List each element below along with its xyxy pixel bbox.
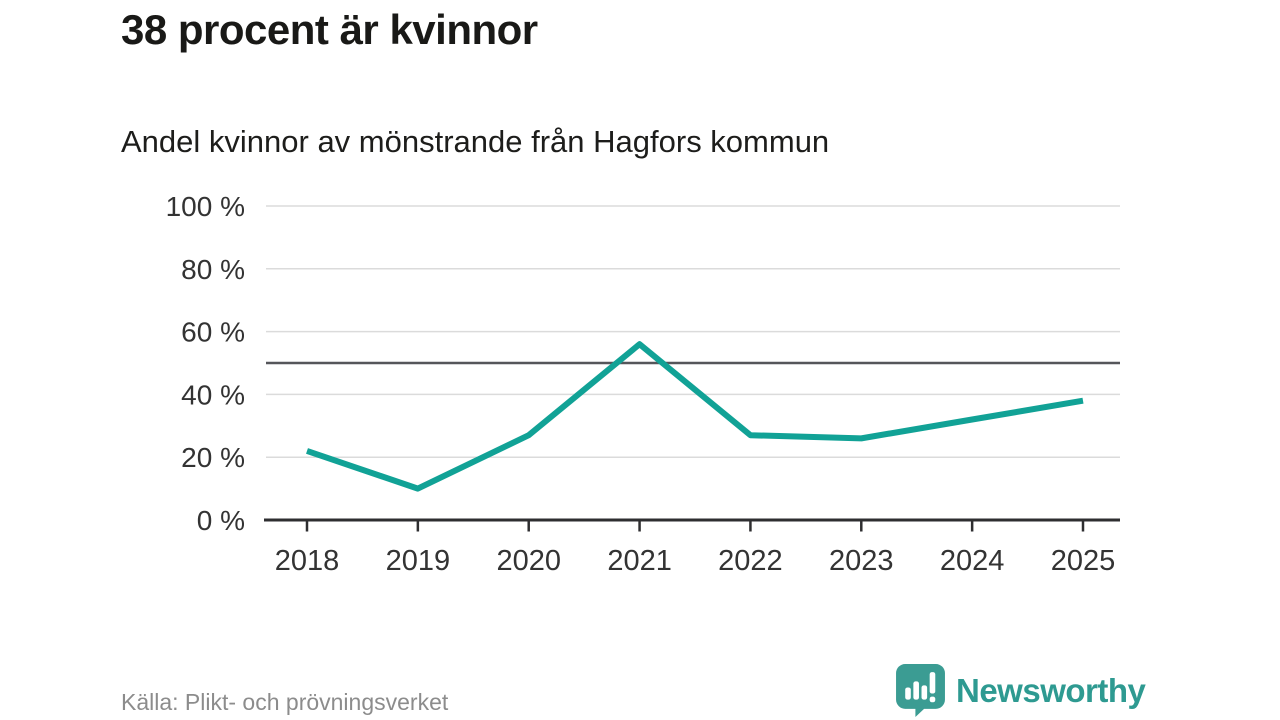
logo-bar-2 (913, 681, 919, 700)
logo-bar-3 (921, 685, 928, 700)
x-axis-tick-label: 2024 (940, 545, 1005, 577)
logo-bar-1 (905, 687, 911, 700)
x-axis-tick-label: 2020 (496, 545, 561, 577)
source-caption: Källa: Plikt- och prövningsverket (121, 689, 449, 715)
y-axis-tick-label: 40 % (181, 379, 245, 410)
x-axis-tick-label: 2023 (829, 545, 894, 577)
chart-title: 38 procent är kvinnor (121, 6, 538, 53)
y-axis-tick-label: 0 % (197, 505, 245, 536)
newsworthy-logo: Newsworthy (896, 664, 1146, 717)
y-axis-tick-label: 60 % (181, 317, 245, 348)
newsworthy-logo-icon (896, 664, 945, 717)
x-axis-tick-label: 2025 (1051, 545, 1116, 577)
y-axis-tick-label: 80 % (181, 254, 245, 285)
x-axis-tick-label: 2022 (718, 545, 783, 577)
x-axis-tick-label: 2018 (275, 545, 340, 577)
newsworthy-logo-text: Newsworthy (956, 671, 1146, 709)
logo-exclamation-dot (929, 696, 936, 703)
chart-subtitle: Andel kvinnor av mönstrande från Hagfors… (121, 124, 830, 159)
y-axis-tick-label: 100 % (166, 191, 245, 222)
data-line (306, 341, 1084, 492)
x-axis-tick-label: 2019 (386, 545, 451, 577)
y-axis-tick-label: 20 % (181, 442, 245, 473)
logo-exclamation-bar (929, 672, 936, 694)
x-axis-tick-label: 2021 (607, 545, 672, 577)
